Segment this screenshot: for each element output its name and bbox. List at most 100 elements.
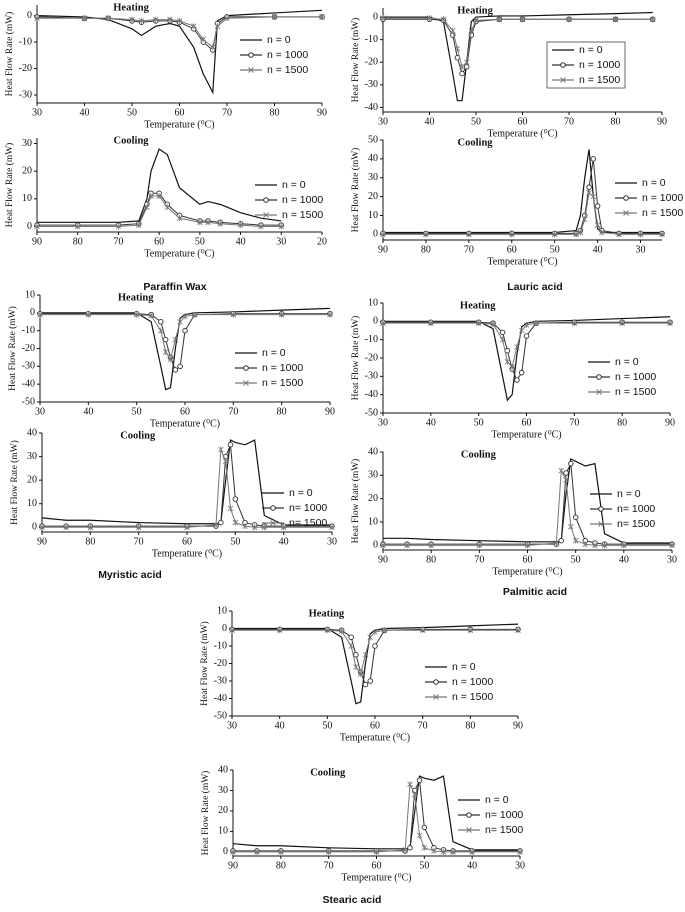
y-axis-label: Heat Flow Rate (mW) <box>350 459 361 544</box>
legend-marker <box>270 505 276 511</box>
data-point <box>571 320 578 327</box>
x-tick-label: 60 <box>372 860 382 871</box>
x-tick-label: 40 <box>425 116 435 127</box>
data-point <box>348 643 354 649</box>
legend-label: n = 1000 <box>642 192 683 204</box>
y-tick-label: -40 <box>365 102 378 113</box>
y-tick-label: 20 <box>27 474 37 485</box>
x-tick-label: 40 <box>619 554 629 565</box>
data-point <box>348 634 354 641</box>
legend-label: n = 0 <box>282 179 306 191</box>
x-tick-label: 40 <box>275 720 285 731</box>
y-tick-label: 30 <box>218 785 228 796</box>
data-point <box>176 17 183 24</box>
data-point <box>325 848 332 855</box>
data-point <box>621 542 627 549</box>
caption: Stearic acid <box>323 894 382 906</box>
data-point <box>373 848 380 855</box>
data-point <box>419 627 426 634</box>
x-tick-label: 30 <box>227 720 237 731</box>
legend-label: n = 1000 <box>267 49 308 61</box>
data-point <box>367 634 374 641</box>
data-point <box>568 523 574 530</box>
x-tick-label: 80 <box>277 406 287 417</box>
y-axis-label: Heat Flow Rate (mW) <box>199 621 210 706</box>
data-point <box>271 13 278 20</box>
caption: Myristic acid <box>98 569 162 581</box>
x-tick-label: 30 <box>35 406 45 417</box>
data-point <box>667 320 673 327</box>
x-tick-label: 50 <box>419 860 429 871</box>
y-tick-label: 10 <box>368 297 378 308</box>
y-tick-label: 0 <box>27 221 32 232</box>
y-tick-label: 0 <box>32 522 37 533</box>
chart-title: Cooling <box>461 449 497 460</box>
y-tick-label: -50 <box>22 396 35 407</box>
data-point <box>162 349 169 356</box>
data-point <box>177 363 183 370</box>
data-point <box>158 319 164 325</box>
x-tick-label: 70 <box>228 406 238 417</box>
data-point <box>133 311 140 318</box>
data-point <box>278 223 285 230</box>
legend-label: n = 1000 <box>452 676 493 688</box>
y-tick-label: -30 <box>214 675 227 686</box>
data-point <box>468 27 475 34</box>
y-tick-label: 0 <box>30 307 35 318</box>
data-point <box>162 336 169 343</box>
x-tick-label: 90 <box>228 860 238 871</box>
x-axis-label: Temperature (⁰C) <box>341 872 411 883</box>
legend-marker <box>596 374 602 380</box>
data-point <box>182 327 188 334</box>
data-point <box>581 216 588 223</box>
data-point <box>616 231 622 238</box>
series-line <box>36 9 323 95</box>
y-tick-label: 0 <box>373 229 378 240</box>
y-tick-label: 0 <box>222 623 227 634</box>
x-tick-label: 60 <box>175 107 185 118</box>
x-tick-label: 30 <box>378 417 388 428</box>
data-point <box>504 358 511 365</box>
data-point <box>533 320 539 327</box>
data-point <box>280 524 287 531</box>
data-point <box>619 320 625 327</box>
data-point <box>515 627 521 634</box>
x-tick-label: 90 <box>317 107 327 118</box>
data-point <box>218 446 224 453</box>
data-point <box>381 627 388 634</box>
y-tick-label: -50 <box>214 710 227 721</box>
chart-title: Heating <box>460 300 496 311</box>
data-point <box>572 514 579 521</box>
series-line <box>41 439 332 526</box>
data-point <box>523 333 530 339</box>
x-axis-label: Temperature (⁰C) <box>487 256 557 267</box>
data-point <box>138 17 145 24</box>
x-tick-label: 50 <box>571 554 581 565</box>
data-point <box>509 364 515 371</box>
data-point <box>380 231 386 238</box>
legend-label: n= 1000 <box>289 502 327 514</box>
y-tick-label: 10 <box>217 605 227 616</box>
legend-label: n = 0 <box>617 488 641 500</box>
data-point <box>156 193 162 200</box>
y-tick-label: -10 <box>365 334 378 345</box>
data-point <box>499 329 506 336</box>
data-point <box>227 505 234 512</box>
data-point <box>573 231 579 238</box>
data-point <box>637 231 644 238</box>
data-point <box>496 16 503 23</box>
data-point <box>649 16 656 23</box>
data-point <box>164 204 171 211</box>
y-tick-label: 40 <box>27 427 37 438</box>
x-tick-label: 30 <box>276 236 286 247</box>
data-point <box>407 781 413 788</box>
x-tick-label: 50 <box>195 236 205 247</box>
y-tick-label: -20 <box>22 343 35 354</box>
data-point <box>258 223 264 230</box>
x-tick-label: 50 <box>322 720 332 731</box>
chart-title: Cooling <box>458 137 494 148</box>
legend-marker <box>466 812 472 818</box>
